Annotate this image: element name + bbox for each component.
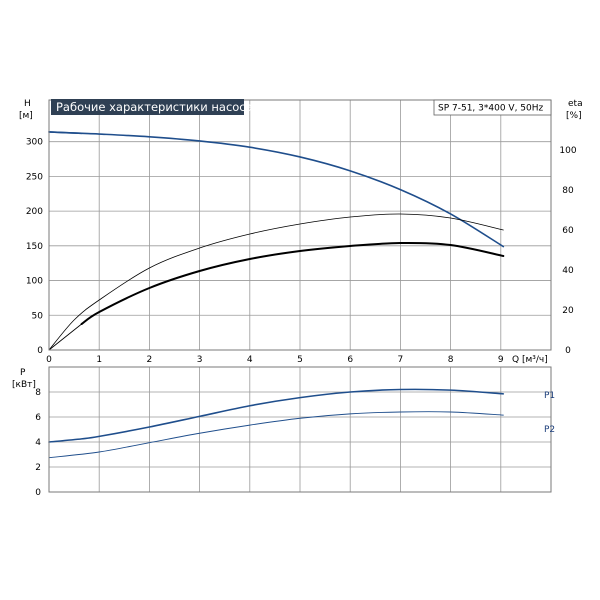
top-series-line-2 [48,213,504,351]
y-tick-power-6: 6 [35,413,41,423]
y-axis-unit-head: [м] [19,111,33,121]
y2-tick-eta-100: 100 [559,146,576,156]
x-axis-label-q: Q [м³/ч] [512,355,548,365]
top-series-line-1 [48,131,83,135]
y-tick-power-4: 4 [35,438,41,448]
y-tick-head-250: 250 [26,172,43,182]
top-series-line-0 [48,131,505,248]
y2-tick-eta-80: 80 [562,186,574,196]
y2-axis-unit-eta: [%] [566,111,582,121]
bottom-chart-grid [49,367,551,492]
series-label-p2: P2 [544,425,555,435]
y-tick-head-50: 50 [32,311,44,321]
bottom-chart-frame [48,366,552,493]
x-tick-8: 8 [448,355,454,365]
y-axis-label-power: P [20,368,26,378]
bottom-chart-curves [48,388,505,459]
top-series-line-3 [80,241,505,325]
chart-title-background [51,99,244,115]
x-tick-4: 4 [247,355,253,365]
y-tick-power-0: 0 [35,488,41,498]
y2-tick-eta-60: 60 [562,226,574,236]
top-series-line-4 [48,323,83,351]
y2-tick-eta-0: 0 [565,346,571,356]
x-tick-3: 3 [197,355,203,365]
y-tick-head-300: 300 [26,138,43,148]
x-tick-9: 9 [498,355,504,365]
model-label-box [433,99,552,116]
y2-tick-eta-40: 40 [562,266,574,276]
y-tick-head-150: 150 [26,242,43,252]
x-tick-1: 1 [96,355,102,365]
y-tick-head-0: 0 [37,346,43,356]
y-axis-unit-power: [кВт] [12,380,36,390]
top-chart-frame [48,99,552,351]
y-axis-label-head: H [24,99,31,109]
y2-axis-label-eta: eta [568,99,583,109]
x-tick-6: 6 [347,355,353,365]
y2-tick-eta-20: 20 [562,306,574,316]
top-chart-grid [49,100,551,350]
model-label: SP 7-51, 3*400 V, 50Hz [438,104,544,114]
y-tick-head-100: 100 [26,277,43,287]
bottom-series-line-p2 [48,411,504,459]
x-tick-7: 7 [398,355,404,365]
x-tick-5: 5 [297,355,303,365]
y-tick-power-2: 2 [35,463,41,473]
series-label-p1: P1 [544,391,555,401]
x-tick-2: 2 [147,355,153,365]
y-tick-head-200: 200 [26,207,43,217]
chart-title: Рабочие характеристики насоса [56,100,253,114]
bottom-series-line-p1 [48,388,505,443]
top-chart-curves [48,131,505,351]
y-tick-power-8: 8 [35,388,41,398]
tick-labels: 0 1 2 3 4 5 6 7 8 9050100150200250300020406080100… [26,138,577,498]
x-tick-0: 0 [46,355,52,365]
